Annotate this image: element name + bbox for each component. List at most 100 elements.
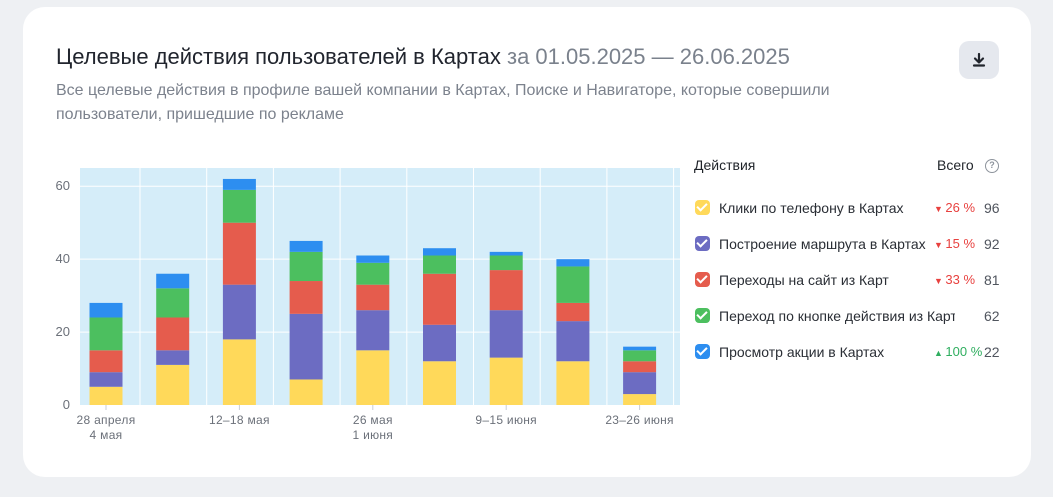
bar-segment [356, 284, 390, 311]
x-tick-label: 12–18 мая [209, 413, 270, 427]
legend-heading: Действия [694, 157, 756, 173]
bar-segment [156, 364, 190, 405]
bar-segment [556, 302, 590, 322]
bar-segment [423, 255, 456, 274]
bar-segment [423, 324, 456, 362]
bar-segment [489, 251, 523, 256]
legend-total: 92 [984, 236, 1000, 252]
title-main: Целевые действия пользователей в Картах [56, 44, 501, 69]
y-tick-label: 20 [56, 324, 70, 339]
bar-segment [289, 240, 323, 252]
bar-segment [356, 350, 390, 405]
download-icon [972, 52, 986, 67]
bar-segment [623, 350, 657, 362]
legend-change-value: 100 % [945, 344, 983, 359]
legend-change-value: 15 % [945, 236, 976, 251]
bar-segment [556, 259, 590, 267]
bar-segment [89, 302, 123, 318]
legend-checkbox[interactable] [695, 200, 710, 215]
bar-segment [489, 270, 523, 311]
legend: Действия Всего ? Клики по телефону в Кар… [694, 157, 1014, 363]
bar-segment [356, 310, 390, 351]
bar-segment [289, 313, 323, 380]
bar-segment [156, 273, 190, 289]
bar-segment [356, 255, 390, 263]
legend-checkbox[interactable] [695, 272, 710, 287]
bar-segment [489, 255, 523, 271]
y-tick-label: 0 [63, 397, 70, 412]
page-subtitle: Все целевые действия в профиле вашей ком… [56, 82, 830, 123]
trend-up-icon: ▲ [934, 348, 946, 358]
trend-down-icon: ▼ [934, 204, 946, 214]
bar-segment [489, 357, 523, 405]
bar-segment [556, 321, 590, 362]
y-tick-label: 40 [56, 251, 70, 266]
legend-change-value: 33 % [945, 272, 976, 287]
legend-checkbox[interactable] [695, 344, 710, 359]
bar-segment [222, 222, 256, 285]
x-tick-label: 4 мая [90, 428, 123, 442]
x-tick-label: 1 июня [352, 428, 393, 442]
legend-total: 81 [984, 272, 1000, 288]
bar-segment [623, 361, 657, 373]
legend-change-value: 26 % [945, 200, 976, 215]
x-tick-label: 28 апреля [76, 413, 135, 427]
bar-segment [623, 394, 657, 405]
legend-change: ▼ 26 % [928, 198, 1002, 219]
legend-label: Построение маршрута в Картах [719, 236, 926, 252]
legend-total: 62 [984, 308, 1000, 324]
help-icon[interactable]: ? [985, 159, 999, 173]
bar-segment [556, 361, 590, 405]
bar-segment [289, 379, 323, 405]
legend-item[interactable]: Переходы на сайт из Карт ▼ 33 % 81 [694, 270, 1014, 292]
title-period: за 01.05.2025 — 26.06.2025 [506, 44, 790, 69]
bar-segment [222, 284, 256, 340]
bar-segment [89, 386, 123, 405]
bar-segment [423, 361, 456, 405]
bar-segment [423, 248, 456, 256]
page-title: Целевые действия пользователей в Картах … [56, 43, 790, 71]
legend-label: Переходы на сайт из Карт [719, 272, 889, 288]
legend-checkbox[interactable] [695, 236, 710, 251]
bar-segment [356, 262, 390, 285]
legend-header: Действия Всего ? [694, 157, 1014, 179]
bar-segment [623, 346, 657, 351]
legend-label: Клики по телефону в Картах [719, 200, 904, 216]
trend-down-icon: ▼ [934, 276, 946, 286]
bar-segment [556, 266, 590, 303]
legend-change: ▲ 100 % [928, 342, 1002, 363]
x-tick-label: 26 мая [353, 413, 393, 427]
legend-checkbox[interactable] [695, 308, 710, 323]
trend-down-icon: ▼ [934, 240, 946, 250]
legend-total: 96 [984, 200, 1000, 216]
bar-segment [89, 350, 123, 373]
legend-item[interactable]: Клики по телефону в Картах ▼ 26 % 96 [694, 198, 1014, 220]
legend-total-heading: Всего [937, 157, 974, 173]
bar-segment [156, 350, 190, 365]
legend-item[interactable]: Построение маршрута в Картах ▼ 15 % 92 [694, 234, 1014, 256]
legend-item[interactable]: Переход по кнопке действия из Карт 62 [694, 306, 1014, 328]
bar-segment [222, 339, 256, 405]
bar-segment [89, 372, 123, 387]
bar-segment [222, 189, 256, 223]
bar-segment [423, 273, 456, 325]
download-button[interactable] [959, 41, 999, 79]
bar-segment [222, 178, 256, 190]
legend-change: ▼ 33 % [928, 270, 1002, 291]
chart-card: Целевые действия пользователей в Картах … [23, 7, 1031, 477]
y-tick-label: 60 [56, 178, 70, 193]
x-tick-label: 9–15 июня [475, 413, 537, 427]
bar-segment [156, 317, 190, 351]
bar-segment [289, 251, 323, 282]
legend-change: ▼ 15 % [928, 234, 1002, 255]
bar-segment [156, 288, 190, 318]
bar-segment [289, 281, 323, 314]
x-tick-label: 23–26 июня [605, 413, 674, 427]
legend-label: Переход по кнопке действия из Карт [719, 308, 955, 324]
legend-item[interactable]: Просмотр акции в Картах ▲ 100 % 22 [694, 342, 1014, 364]
legend-total: 22 [984, 344, 1000, 360]
bar-segment [89, 317, 123, 351]
legend-label: Просмотр акции в Картах [719, 344, 885, 360]
bar-segment [623, 372, 657, 395]
